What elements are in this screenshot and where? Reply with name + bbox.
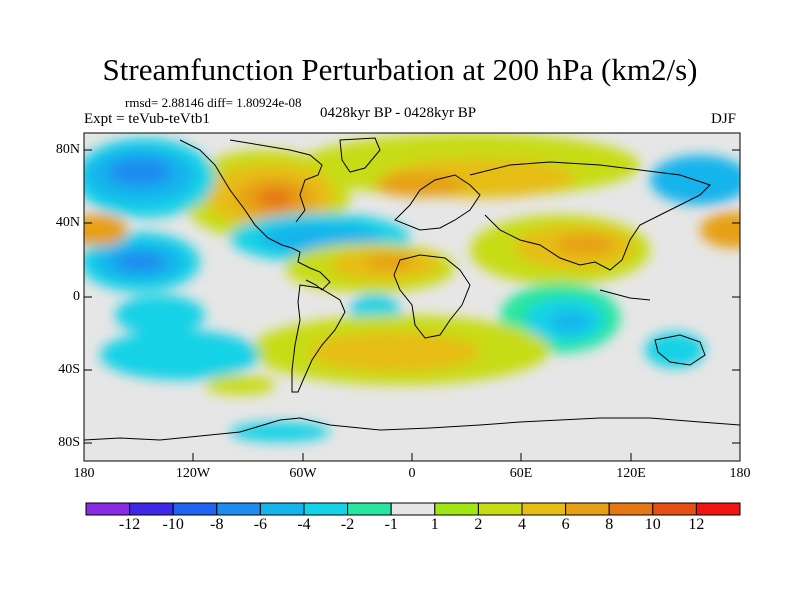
x-label-120w: 120W (175, 466, 211, 481)
colorbar-box (347, 502, 392, 516)
field-region (700, 212, 740, 248)
field-region (375, 173, 465, 197)
x-label-60w: 60W (289, 466, 317, 481)
y-ticks (84, 149, 740, 444)
x-label-120e: 120E (616, 466, 646, 481)
field-region (205, 375, 275, 395)
x-label-180e: 180 (729, 466, 751, 481)
field-region (100, 330, 260, 380)
x-label-60e: 60E (509, 466, 533, 481)
colorbar-box (434, 502, 479, 516)
y-label-80s: 80S (58, 435, 80, 450)
colorbar-box (608, 502, 654, 516)
period-label: 0428kyr BP - 0428kyr BP (320, 105, 477, 121)
colorbar-box (565, 502, 610, 516)
colorbar-box (652, 502, 697, 516)
colorbar-box (695, 502, 741, 516)
x-label-180w: 180 (73, 466, 95, 481)
field-region (645, 332, 705, 368)
colorbar-label: 10 (644, 516, 661, 533)
colorbar-label: -8 (210, 516, 224, 533)
y-label-40n: 40N (55, 215, 80, 230)
x-ticks (83, 453, 741, 461)
colorbar-label: -10 (162, 516, 184, 533)
colorbar-label: 1 (430, 516, 439, 533)
plot-title: Streamfunction Perturbation at 200 hPa (… (102, 52, 698, 87)
colorbar-label: -2 (340, 516, 355, 533)
season-label: DJF (711, 111, 737, 127)
colorbar-label: 2 (474, 516, 483, 533)
colorbar-box (129, 502, 174, 516)
field-region (115, 295, 205, 335)
colorbar-box (521, 502, 567, 516)
y-label-80n: 80N (55, 142, 80, 157)
colorbar-box (172, 502, 218, 516)
colorbar-label: -6 (253, 516, 268, 533)
colorbar-box (390, 502, 436, 516)
colorbar-box (85, 502, 131, 516)
colorbar-label: -4 (297, 516, 311, 533)
field-region (84, 214, 128, 246)
field-region (365, 254, 415, 270)
field-region (310, 332, 480, 372)
stats-label: rmsd= 2.88146 diff= 1.80924e-08 (125, 95, 302, 110)
colorbar-label: 12 (688, 516, 705, 533)
colorbar-label: 6 (561, 516, 570, 533)
coastlines (84, 137, 740, 441)
colorbar-label: -12 (118, 516, 141, 533)
colorbar-box (477, 502, 523, 516)
colorbar-label: 8 (605, 516, 614, 533)
experiment-label: Expt = teVub-teVtb1 (84, 111, 210, 127)
field-region (550, 312, 590, 332)
colorbar-box (259, 502, 305, 516)
field-region (257, 188, 293, 208)
colorbar-box (216, 502, 261, 516)
field-region (555, 235, 615, 255)
y-label-0: 0 (73, 289, 80, 304)
field-region (108, 158, 172, 186)
y-label-40s: 40S (58, 362, 80, 377)
colorbar-box (303, 502, 349, 516)
x-label-0: 0 (408, 466, 416, 481)
colorbar-label: 4 (518, 516, 526, 533)
field-region (115, 252, 165, 272)
colorbar-label: -1 (384, 516, 398, 533)
